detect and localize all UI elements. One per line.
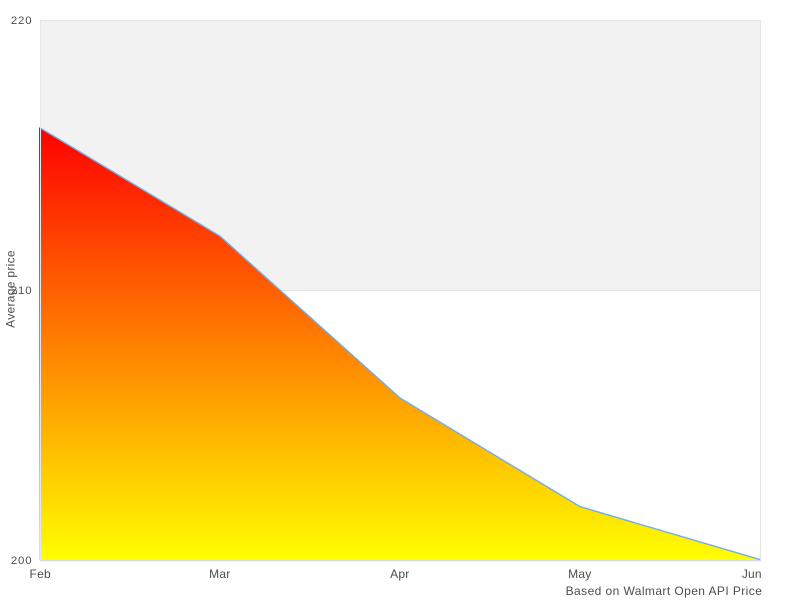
svg-text:220: 220 (11, 15, 33, 27)
svg-text:Average price: Average price (4, 250, 18, 328)
svg-text:Jun: Jun (742, 567, 762, 581)
svg-text:210: 210 (11, 285, 33, 297)
svg-text:Apr: Apr (390, 567, 409, 581)
svg-text:200: 200 (11, 555, 33, 567)
svg-text:Feb: Feb (30, 567, 51, 581)
svg-text:May: May (568, 567, 591, 581)
svg-text:Based on Walmart Open API Pric: Based on Walmart Open API Price (566, 584, 763, 598)
svg-text:Mar: Mar (209, 567, 230, 581)
